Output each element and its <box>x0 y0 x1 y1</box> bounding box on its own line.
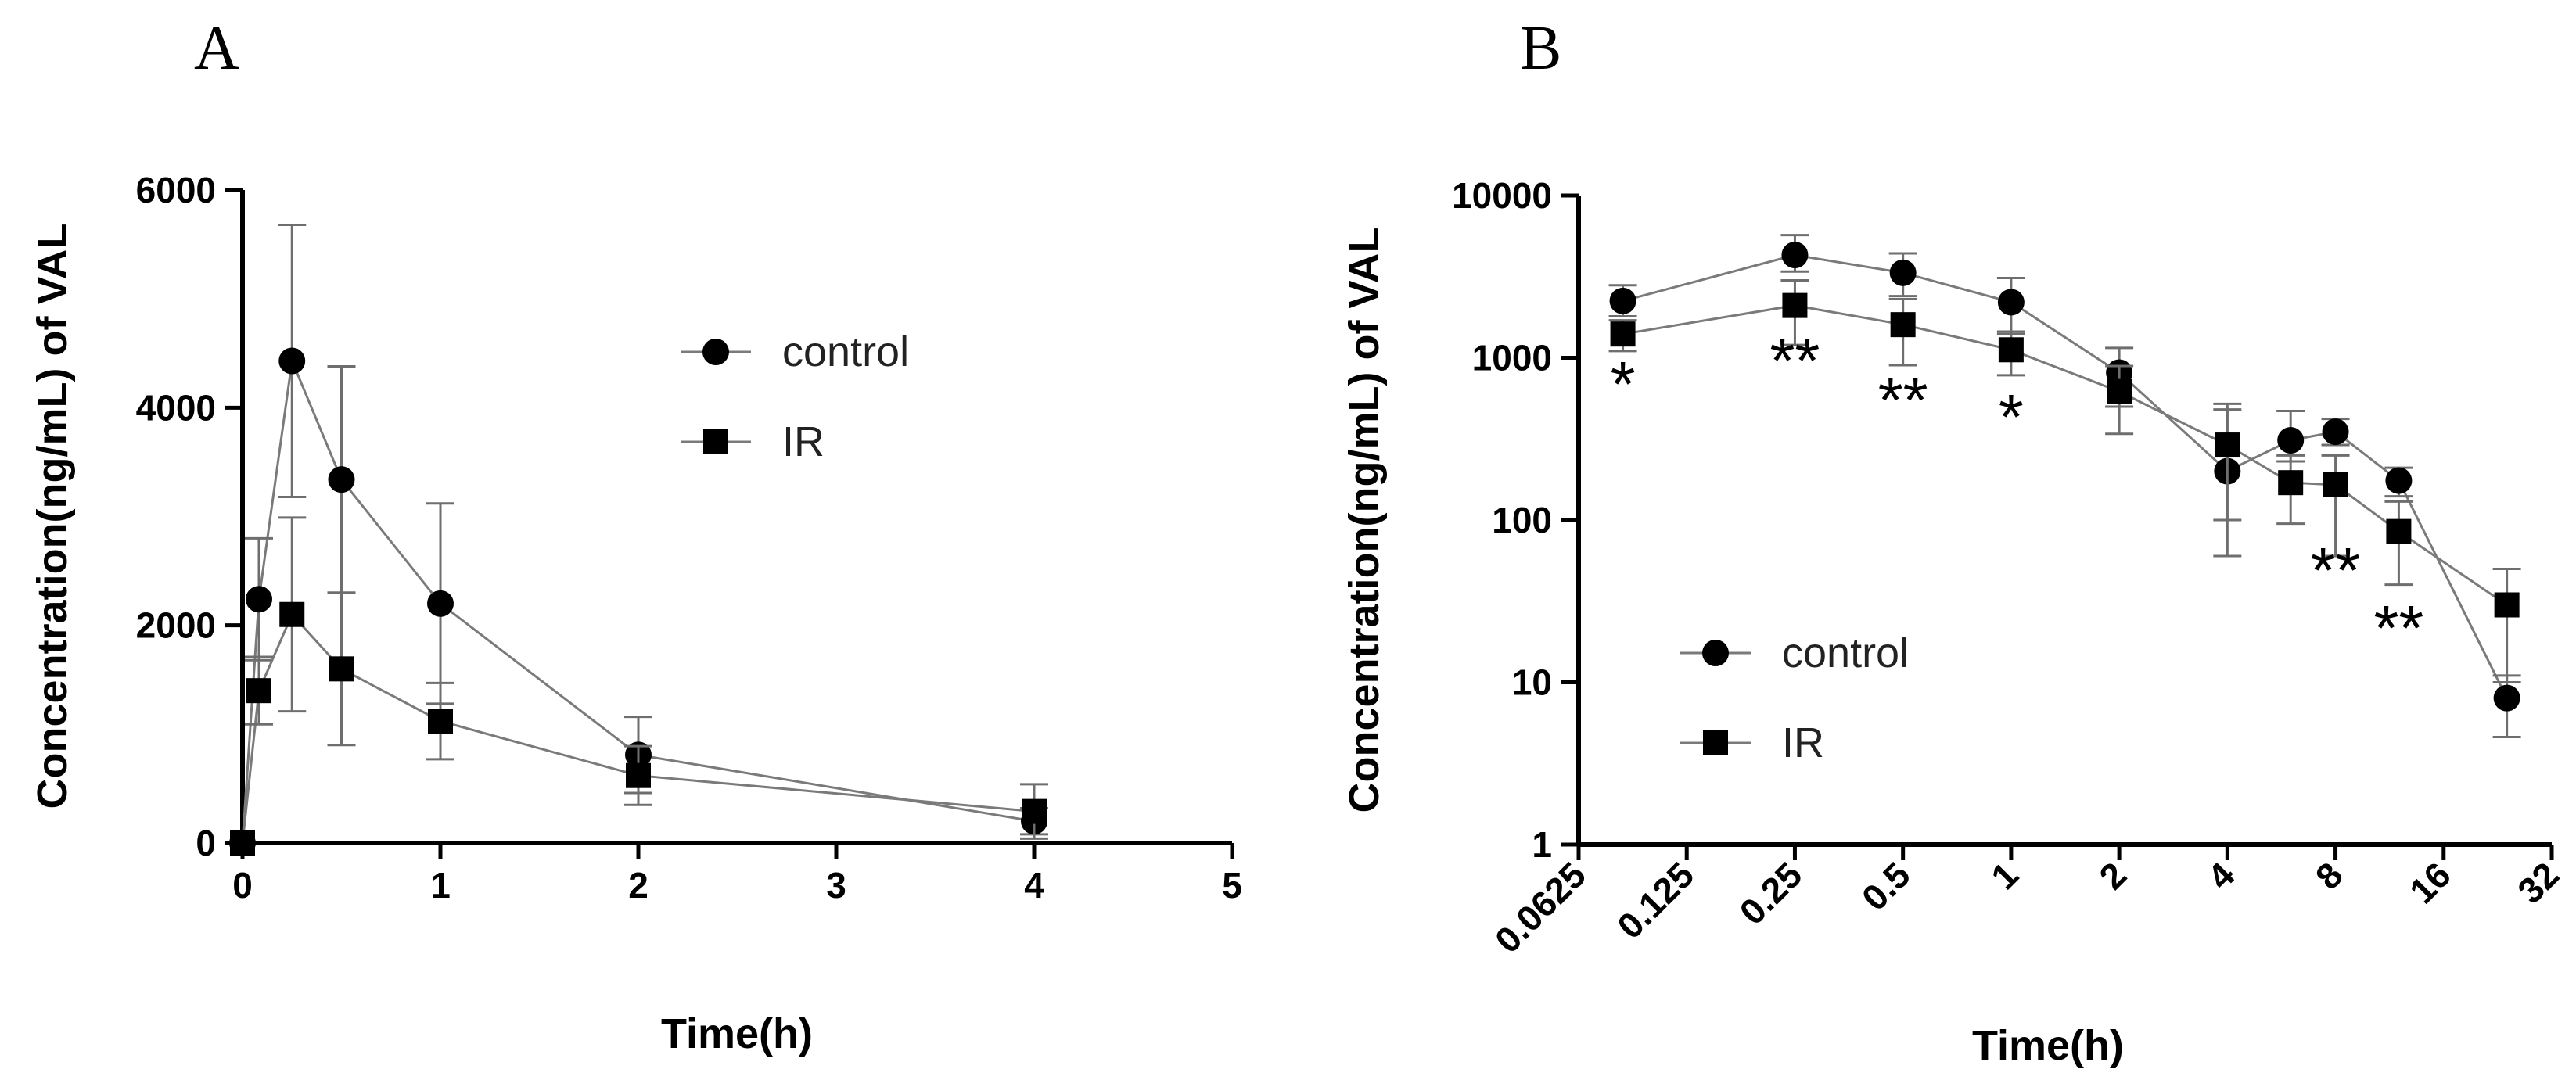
x-tick-label: 4 <box>1024 865 1044 906</box>
series-ir <box>1608 278 2521 683</box>
x-tick-label: 0 <box>232 865 253 906</box>
legend-label-control: control <box>1782 630 1909 676</box>
legend: control IR <box>681 328 909 465</box>
y-tick-label: 10000 <box>1452 175 1552 216</box>
data-point-ir <box>1998 337 2024 363</box>
y-axis-title: Concentration(ng/mL) of VAL <box>29 224 76 809</box>
series-control <box>1608 234 2521 738</box>
x-tick-label: 1 <box>430 865 451 906</box>
data-point-control <box>245 586 272 613</box>
x-axis-title: Time(h) <box>1972 1022 2124 1069</box>
error-bar <box>2213 408 2242 522</box>
data-point-ir <box>428 709 453 734</box>
significance-marker: * <box>1611 350 1636 421</box>
data-point-control <box>2385 467 2413 494</box>
y-tick-label: 100 <box>1492 500 1552 540</box>
significance-marker: ** <box>2311 535 2361 606</box>
data-point-ir <box>2107 378 2132 404</box>
legend-label-ir: IR <box>782 418 825 465</box>
data-point-ir <box>279 601 305 627</box>
data-point-ir <box>230 830 255 856</box>
data-point-ir <box>1782 292 1808 318</box>
x-tick-label: 3 <box>826 865 846 906</box>
data-point-control <box>2277 427 2305 454</box>
data-point-ir <box>626 762 651 788</box>
data-point-ir <box>1890 312 1916 338</box>
series-line-control <box>1622 253 2508 699</box>
data-point-ir <box>1022 798 1047 824</box>
data-point-ir <box>329 656 354 682</box>
legend-marker-square <box>1703 730 1728 755</box>
legend: control IR <box>1680 630 1909 766</box>
significance-marker: ** <box>1878 365 1928 436</box>
legend-marker-square <box>703 429 728 454</box>
data-point-control <box>328 466 355 493</box>
y-tick-label: 6000 <box>136 170 216 210</box>
series-ir <box>230 516 1048 856</box>
panel-label-b: B <box>1520 14 1561 83</box>
error-bar <box>2492 567 2521 683</box>
legend-label-ir: IR <box>1782 719 1824 766</box>
data-point-ir <box>2323 472 2348 497</box>
series-line-ir <box>1622 304 2508 606</box>
legend-marker-circle <box>1702 640 1729 666</box>
significance-marker: * <box>1999 382 2024 453</box>
y-axis-title: Concentration(ng/mL) of VAL <box>1341 228 1388 813</box>
data-point-control <box>427 590 454 617</box>
panel-label-a: A <box>194 14 239 83</box>
data-point-control <box>2322 418 2349 446</box>
legend-label-control: control <box>782 328 909 375</box>
data-point-ir <box>2278 470 2304 496</box>
data-point-control <box>1997 289 2025 316</box>
data-point-ir <box>2494 592 2520 618</box>
x-tick-label: 2 <box>628 865 648 906</box>
y-tick-label: 1 <box>1532 824 1552 865</box>
legend-marker-circle <box>702 339 729 365</box>
y-tick-label: 4000 <box>136 387 216 428</box>
data-point-control <box>278 347 306 375</box>
data-point-ir <box>1610 321 1636 347</box>
error-bar <box>2321 454 2350 558</box>
chart-panel-a: 0 2000 4000 6000 0 1 2 3 4 5 Time(h) Concentration(… <box>29 170 1242 1057</box>
y-tick-label: 10 <box>1512 662 1552 703</box>
data-point-control <box>2493 684 2520 712</box>
significance-marker: ** <box>2373 593 2423 664</box>
data-point-control <box>1609 287 1636 314</box>
x-axis-title: Time(h) <box>661 1010 813 1057</box>
data-point-control <box>1889 259 1917 286</box>
y-tick-label: 0 <box>196 823 216 863</box>
data-point-ir <box>246 678 271 704</box>
y-tick-label: 2000 <box>136 605 216 646</box>
data-point-ir <box>2215 432 2240 458</box>
significance-marker: ** <box>1770 325 1820 396</box>
x-tick-label: 5 <box>1222 865 1242 906</box>
data-point-control <box>1781 242 1809 269</box>
data-point-ir <box>2386 518 2412 544</box>
y-tick-label: 1000 <box>1472 338 1552 378</box>
